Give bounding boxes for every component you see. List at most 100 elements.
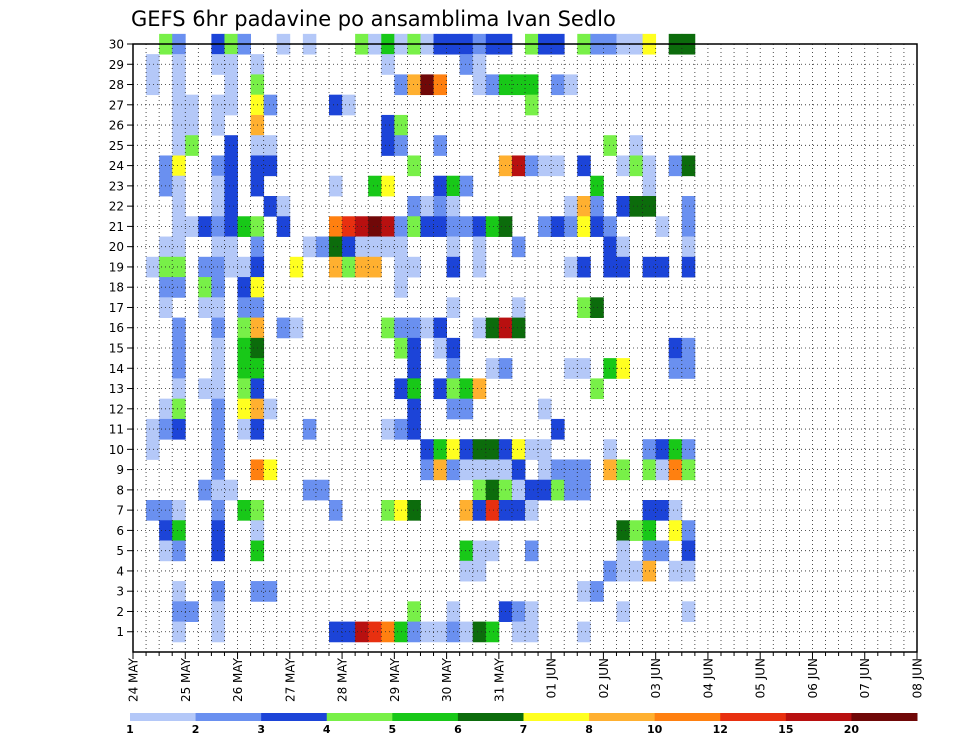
heatmap-cell (472, 54, 487, 75)
heatmap-cell (538, 155, 552, 177)
heatmap-cell (368, 236, 382, 258)
colorbar-swatch (523, 713, 590, 721)
heatmap-cell (342, 621, 356, 643)
heatmap-cell (289, 256, 304, 278)
heatmap-cell (329, 175, 343, 197)
heatmap-cell (237, 378, 251, 400)
heatmap-cell (525, 621, 539, 643)
heatmap-cell (172, 74, 186, 96)
heatmap-cell (433, 175, 447, 197)
heatmap-cell (459, 175, 474, 197)
heatmap-cell (603, 256, 617, 278)
heatmap-cell (511, 297, 526, 318)
heatmap-cell (459, 500, 474, 521)
heatmap-cell (564, 459, 578, 481)
heatmap-cell (616, 358, 630, 379)
heatmap-cell (538, 439, 552, 460)
heatmap-cell (224, 175, 238, 197)
heatmap-cell (511, 155, 526, 177)
heatmap-cell (603, 135, 617, 156)
heatmap-cell (172, 337, 186, 359)
heatmap-cell (420, 621, 434, 643)
colorbar-label: 20 (844, 723, 860, 736)
y-tick-label: 25 (109, 139, 124, 153)
heatmap-cell (420, 317, 434, 339)
heatmap-cell (211, 601, 225, 622)
y-tick-label: 10 (109, 443, 124, 457)
heatmap-cell (629, 135, 643, 156)
heatmap-cell (472, 560, 487, 582)
heatmap-cell (420, 459, 434, 481)
y-tick-label: 23 (109, 179, 124, 193)
colorbar-swatch (457, 713, 524, 721)
heatmap-cell (433, 459, 447, 481)
heatmap-cell (433, 621, 447, 643)
colorbar-swatch (195, 713, 262, 721)
heatmap-cell (603, 358, 617, 379)
chart-title: GEFS 6hr padavine po ansamblima Ivan Sed… (131, 7, 616, 31)
heatmap-cell (629, 155, 643, 177)
heatmap-cell (381, 500, 395, 521)
y-tick-label: 1 (116, 625, 124, 639)
heatmap-cell (172, 520, 186, 541)
heatmap-cell (472, 317, 487, 339)
heatmap-cell (564, 358, 578, 379)
heatmap-cell (668, 560, 683, 582)
heatmap-cell (329, 216, 343, 237)
heatmap-cell (276, 317, 291, 339)
heatmap-cell (485, 439, 500, 460)
heatmap-cell (211, 155, 225, 177)
heatmap-cell (172, 196, 186, 217)
heatmap-cell (511, 236, 526, 258)
heatmap-cell (511, 500, 526, 521)
heatmap-cell (485, 621, 500, 643)
heatmap-cell (668, 459, 683, 481)
heatmap-cell (459, 560, 474, 582)
heatmap-cell (538, 479, 552, 501)
heatmap-cell (681, 256, 696, 278)
heatmap-cell (681, 560, 696, 582)
heatmap-cell (433, 439, 447, 460)
heatmap-cell (681, 459, 696, 481)
heatmap-cell (472, 216, 487, 237)
heatmap-cell (433, 74, 447, 96)
colorbar-swatch (589, 713, 656, 721)
heatmap-cell (616, 540, 630, 562)
heatmap-cell (616, 155, 630, 177)
x-tick-label: 06 JUN (806, 658, 820, 698)
heatmap-cell (263, 398, 278, 420)
cells-layer (146, 33, 696, 643)
heatmap-cell (342, 94, 356, 116)
heatmap-cell (211, 358, 225, 379)
heatmap-cell (146, 256, 160, 278)
heatmap-cell (211, 418, 225, 440)
heatmap-cell (211, 236, 225, 258)
heatmap-cell (616, 196, 630, 217)
heatmap-cell (668, 155, 683, 177)
x-tick-label: 27 MAY (283, 657, 297, 702)
heatmap-cell (172, 236, 186, 258)
grid-layer (133, 43, 917, 652)
heatmap-cell (211, 54, 225, 75)
heatmap-cell (525, 74, 539, 96)
heatmap-cell (211, 114, 225, 136)
heatmap-cell (577, 216, 591, 237)
heatmap-cell (433, 196, 447, 217)
heatmap-cell (525, 439, 539, 460)
y-tick-label: 21 (109, 220, 124, 234)
heatmap-cell (172, 135, 186, 156)
heatmap-cell (146, 500, 160, 521)
heatmap-cell (237, 337, 251, 359)
x-axis: 24 MAY 25 MAY 26 MAY 27 MAY 28 MAY 29 MAY 30 M… (127, 652, 925, 702)
heatmap-cell (525, 500, 539, 521)
y-tick-label: 6 (116, 524, 124, 538)
heatmap-cell (433, 216, 447, 237)
y-tick-label: 18 (109, 281, 124, 295)
heatmap-cell (525, 479, 539, 501)
heatmap-cell (407, 358, 421, 379)
heatmap-cell (224, 216, 238, 237)
heatmap-cell (603, 459, 617, 481)
heatmap-cell (407, 378, 421, 400)
heatmap-cell (433, 317, 447, 339)
colorbar-swatch (130, 713, 197, 721)
